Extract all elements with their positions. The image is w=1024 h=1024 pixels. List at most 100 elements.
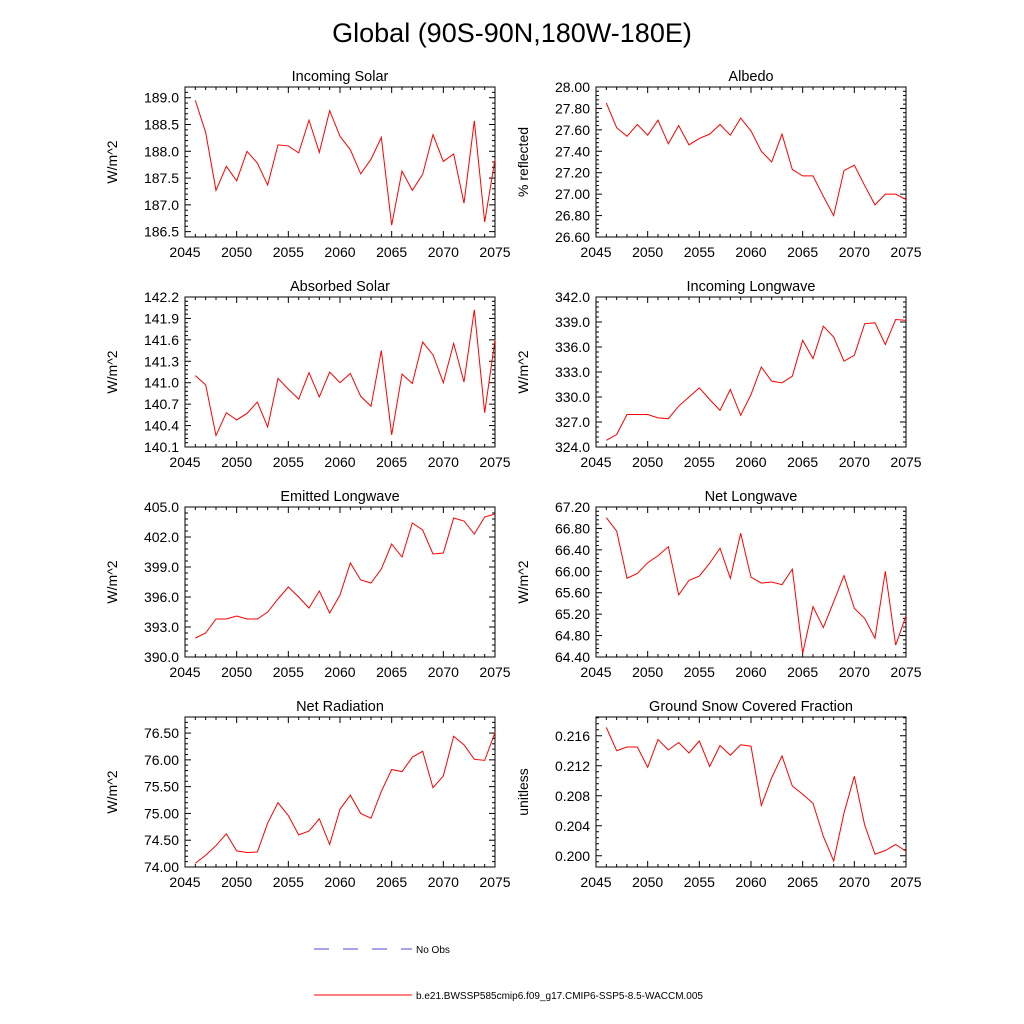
panel-title: Absorbed Solar — [290, 279, 390, 295]
plot-frame — [595, 506, 907, 658]
y-tick-label: 141.6 — [144, 332, 179, 348]
x-tick-label: 2065 — [376, 244, 407, 260]
x-tick-label: 2075 — [479, 244, 510, 260]
y-tick-label: 339.0 — [555, 314, 590, 330]
panel-title: Emitted Longwave — [280, 489, 399, 505]
series-line — [606, 318, 907, 441]
y-tick-label: 27.20 — [555, 165, 590, 181]
panel-incoming-solar: Incoming Solar W/m^2 2045 2050 2055 2060 2065 2… — [104, 69, 511, 260]
x-tick-label: 2055 — [684, 874, 715, 890]
y-tick-label: 26.60 — [555, 229, 590, 245]
y-axis-label: W/m^2 — [515, 560, 531, 603]
x-tick-label: 2070 — [839, 664, 870, 680]
y-tick-label: 75.00 — [144, 805, 179, 821]
x-tick-label: 2045 — [580, 664, 611, 680]
panel-net-radiation: Net Radiation W/m^2 2045 2050 2055 2060 2065 20… — [104, 699, 511, 890]
panel-title: Incoming Longwave — [687, 279, 816, 295]
x-tick-label: 2075 — [479, 874, 510, 890]
x-tick-label: 2070 — [839, 454, 870, 470]
x-tick-label: 2050 — [632, 874, 663, 890]
panel-title: Incoming Solar — [292, 69, 389, 85]
y-tick-label: 402.0 — [144, 529, 179, 545]
series-line — [194, 100, 496, 226]
x-tick-label: 2050 — [221, 664, 252, 680]
x-tick-label: 2045 — [580, 874, 611, 890]
x-tick-label: 2070 — [839, 874, 870, 890]
y-tick-label: 0.216 — [555, 728, 590, 744]
x-tick-label: 2065 — [787, 664, 818, 680]
x-tick-label: 2075 — [890, 244, 921, 260]
y-tick-label: 28.00 — [555, 79, 590, 95]
x-tick-label: 2050 — [632, 454, 663, 470]
x-tick-label: 2055 — [273, 454, 304, 470]
panel-ground-snow-covered-fraction: Ground Snow Covered Fraction unitless 2045… — [515, 699, 922, 890]
y-tick-label: 74.50 — [144, 832, 179, 848]
y-tick-label: 66.80 — [555, 520, 590, 536]
figure-title: Global (90S-90N,180W-180E) — [332, 18, 692, 48]
series-line — [194, 309, 496, 438]
y-tick-label: 65.60 — [555, 585, 590, 601]
x-tick-label: 2060 — [324, 874, 355, 890]
x-tick-label: 2045 — [580, 454, 611, 470]
x-tick-label: 2055 — [273, 874, 304, 890]
y-tick-label: 188.0 — [144, 143, 179, 159]
x-tick-label: 2070 — [428, 664, 459, 680]
x-tick-label: 2050 — [221, 874, 252, 890]
y-tick-label: 140.4 — [144, 418, 179, 434]
plot-frame — [595, 86, 907, 238]
y-tick-label: 396.0 — [144, 589, 179, 605]
series-line — [605, 727, 907, 863]
plot-frame — [595, 716, 907, 868]
y-tick-label: 76.00 — [144, 752, 179, 768]
y-tick-label: 324.0 — [555, 439, 590, 455]
x-tick-label: 2060 — [735, 664, 766, 680]
y-tick-label: 74.00 — [144, 859, 179, 875]
legend: No Obs b.e21.BWSSP585cmip6.f09_g17.CMIP6… — [314, 945, 703, 1002]
plot-frame — [595, 296, 907, 448]
x-tick-label: 2060 — [735, 454, 766, 470]
x-tick-label: 2050 — [632, 244, 663, 260]
x-tick-label: 2060 — [735, 244, 766, 260]
x-tick-label: 2075 — [890, 454, 921, 470]
x-tick-label: 2065 — [787, 874, 818, 890]
y-tick-label: 64.80 — [555, 628, 590, 644]
panel-net-longwave: Net Longwave W/m^2 2045 2050 2055 2060 2065 207… — [515, 489, 922, 680]
x-tick-label: 2055 — [684, 664, 715, 680]
x-tick-label: 2065 — [787, 454, 818, 470]
panel-emitted-longwave: Emitted Longwave W/m^2 2045 2050 2055 2060 206… — [104, 489, 511, 680]
y-tick-label: 187.5 — [144, 170, 179, 186]
series-line — [605, 102, 907, 217]
plot-frame — [184, 296, 496, 448]
panel-absorbed-solar: Absorbed Solar W/m^2 2045 2050 2055 2060 2065 2… — [104, 279, 511, 470]
y-tick-label: 67.20 — [555, 499, 590, 515]
x-tick-label: 2075 — [890, 664, 921, 680]
x-tick-label: 2075 — [479, 454, 510, 470]
y-axis-label: W/m^2 — [515, 350, 531, 393]
y-tick-label: 141.0 — [144, 375, 179, 391]
x-tick-label: 2070 — [428, 874, 459, 890]
panel-title: Albedo — [728, 69, 773, 85]
y-tick-label: 188.5 — [144, 117, 179, 133]
x-tick-label: 2050 — [221, 244, 252, 260]
y-tick-label: 65.20 — [555, 606, 590, 622]
x-tick-label: 2065 — [376, 454, 407, 470]
y-axis-label: W/m^2 — [104, 140, 120, 183]
y-tick-label: 76.50 — [144, 725, 179, 741]
x-tick-label: 2070 — [428, 454, 459, 470]
y-tick-label: 26.80 — [555, 208, 590, 224]
x-tick-label: 2055 — [273, 244, 304, 260]
x-tick-label: 2045 — [169, 874, 200, 890]
legend-no-obs-label: No Obs — [416, 945, 450, 956]
x-tick-label: 2070 — [428, 244, 459, 260]
panel-albedo: Albedo % reflected 2045 2050 2055 2060 2065 207… — [515, 69, 922, 260]
x-tick-label: 2045 — [580, 244, 611, 260]
x-tick-label: 2065 — [376, 664, 407, 680]
y-tick-label: 27.40 — [555, 143, 590, 159]
y-tick-label: 64.40 — [555, 649, 590, 665]
x-tick-label: 2050 — [632, 664, 663, 680]
y-tick-label: 140.7 — [144, 396, 179, 412]
y-tick-label: 330.0 — [555, 389, 590, 405]
y-tick-label: 142.2 — [144, 289, 179, 305]
x-tick-label: 2060 — [324, 454, 355, 470]
